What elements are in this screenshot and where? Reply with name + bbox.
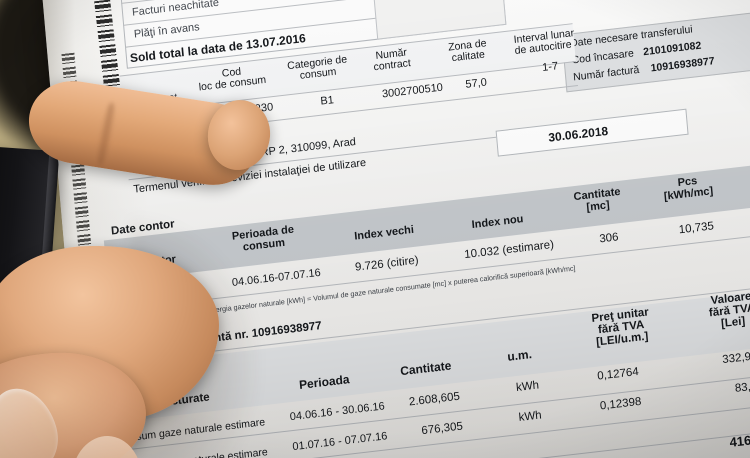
invoice-row-0-cantitate: 2.608,605	[408, 390, 461, 409]
invoice-header-um: u.m.	[506, 347, 533, 364]
contract-value-cod-loc-consum: 5001104230	[212, 101, 274, 121]
meter-value-cantitate-mc: 306	[598, 231, 620, 246]
meter-value-serie: 2005.619898	[114, 283, 180, 303]
invoice-row-0-um: kWh	[515, 379, 540, 395]
invoice-total-value: 416,81	[728, 430, 750, 450]
invoice-row-0-valoare: 332,96	[721, 350, 750, 367]
meter-value-index-nou: 10.032 (estimare)	[463, 238, 555, 262]
meter-value-pcs: 10,735	[678, 220, 715, 237]
contract-value-zona-calitate: 57,0	[464, 76, 488, 91]
address-label-loc-consum: Loc de consum	[147, 133, 220, 154]
invoice-row-1-produs: Consum gaze naturale estimare	[119, 446, 268, 458]
contract-header-numar-contract: Număr contract	[372, 46, 411, 73]
contract-value-numar-contract: 3002700510	[381, 81, 444, 101]
contract-value-interval: 1-7	[541, 60, 559, 74]
invoice-row-1-um: kWh	[518, 409, 543, 424]
contract-header-zona-calitate: Zona de calitate	[448, 37, 488, 64]
meter-value-index-vechi: 9.726 (citire)	[354, 254, 420, 274]
invoice-paper: Factura curentă Facturi neachitate Plăţi…	[34, 0, 750, 458]
invoice-row-1-valoare: 83,85	[734, 379, 750, 395]
invoice-row-1-cantitate: 676,305	[421, 420, 464, 438]
contract-value-categorie: B1	[319, 94, 335, 108]
invoice-row-0-pret: 0,12764	[596, 365, 640, 383]
invoice-row-1-pret: 0,12398	[599, 395, 642, 413]
